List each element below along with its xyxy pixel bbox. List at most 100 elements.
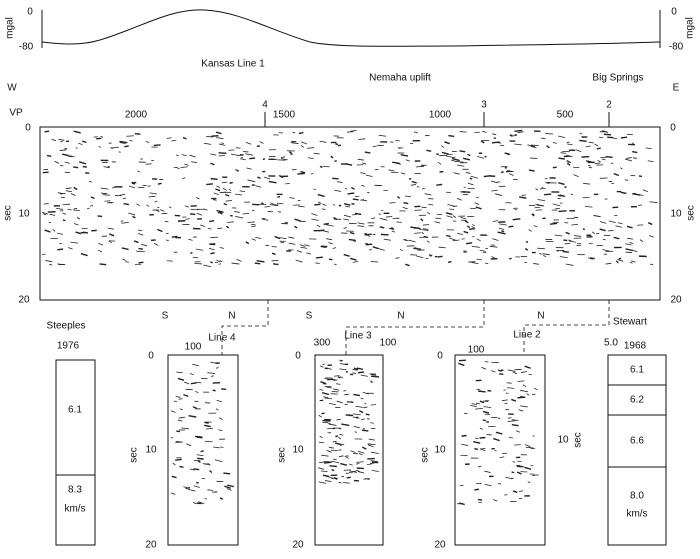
reflection — [210, 253, 214, 254]
reflection — [81, 254, 88, 256]
reflection — [320, 141, 327, 142]
reflection — [457, 233, 463, 234]
reflection — [176, 155, 178, 156]
reflection — [328, 243, 333, 244]
reflection — [502, 400, 508, 401]
reflection — [536, 210, 543, 211]
reflection — [350, 232, 354, 233]
reflection — [297, 251, 302, 253]
reflection — [191, 162, 197, 163]
reflection — [127, 136, 134, 137]
reflection — [326, 225, 333, 227]
reflection — [507, 388, 514, 389]
reflection — [210, 163, 214, 165]
reflection — [560, 256, 568, 257]
reflection — [362, 430, 369, 431]
reflection — [485, 263, 488, 264]
reflection — [627, 238, 633, 239]
reflection — [339, 205, 341, 206]
reflection — [167, 138, 171, 139]
reflection — [257, 177, 260, 178]
reflection — [289, 243, 295, 244]
reflection — [324, 462, 332, 463]
reflection — [516, 431, 520, 432]
caption: Kansas Line 1 — [201, 59, 265, 70]
reflection — [565, 243, 571, 244]
reflection — [123, 259, 127, 261]
reflection — [646, 148, 652, 149]
reflection — [491, 181, 498, 183]
reflection — [235, 216, 243, 218]
reflection — [234, 211, 239, 212]
reflection — [361, 375, 368, 376]
reflection — [558, 136, 565, 138]
reflection — [45, 230, 51, 232]
tick-label: 10 — [434, 445, 446, 456]
reflection — [222, 182, 227, 183]
reflection — [210, 237, 218, 238]
reflection — [340, 445, 342, 446]
reflection — [227, 489, 232, 491]
reflection — [98, 243, 103, 245]
reflection — [178, 420, 182, 421]
reflection — [206, 184, 213, 185]
reflection — [120, 194, 125, 195]
reflection — [526, 447, 534, 448]
reflection — [54, 161, 59, 163]
reflection — [594, 216, 601, 217]
reflection — [643, 190, 648, 192]
reflection — [484, 176, 491, 177]
reflection — [200, 225, 204, 227]
reflection — [272, 253, 276, 254]
tick-label: 20 — [292, 540, 304, 551]
reflection — [505, 403, 508, 404]
reflection — [89, 181, 92, 182]
reflection — [227, 222, 234, 223]
reflection — [344, 215, 351, 217]
reflection — [247, 180, 255, 182]
reflection — [321, 455, 328, 456]
reflection — [463, 158, 470, 160]
reflection — [305, 245, 310, 247]
reflection — [452, 240, 459, 241]
reflection — [438, 256, 443, 257]
reflection — [52, 139, 56, 140]
reflection — [331, 156, 333, 158]
reflection — [532, 394, 535, 395]
reflection — [138, 171, 140, 172]
direction: S — [162, 311, 169, 322]
reflection — [66, 188, 72, 189]
reflection — [626, 158, 631, 159]
reflection — [602, 250, 609, 252]
reflection — [401, 155, 408, 156]
reflection — [366, 175, 373, 176]
reflection — [480, 428, 483, 429]
reflection — [363, 407, 367, 408]
reflection — [550, 223, 557, 224]
reflection — [630, 242, 633, 243]
reflection — [590, 258, 595, 259]
reflection — [492, 142, 500, 143]
reflection — [621, 192, 627, 193]
reflection — [53, 229, 55, 231]
reflection — [196, 198, 199, 199]
reflection — [533, 263, 539, 264]
reflection — [411, 184, 416, 185]
reflection — [597, 148, 601, 149]
reflection — [468, 183, 474, 185]
axis-label: sec — [129, 447, 140, 463]
reflection — [366, 244, 372, 245]
reflection — [501, 172, 504, 173]
reflection — [401, 173, 405, 174]
reflection — [595, 163, 601, 164]
reflection — [134, 241, 138, 243]
reflection — [434, 222, 440, 223]
reflection — [132, 183, 135, 184]
reflection — [220, 447, 223, 448]
reflection — [82, 141, 86, 142]
reflection — [121, 221, 124, 222]
reflection — [108, 166, 110, 167]
reflection — [453, 173, 459, 175]
reflection — [492, 134, 496, 135]
reflection — [475, 408, 483, 409]
